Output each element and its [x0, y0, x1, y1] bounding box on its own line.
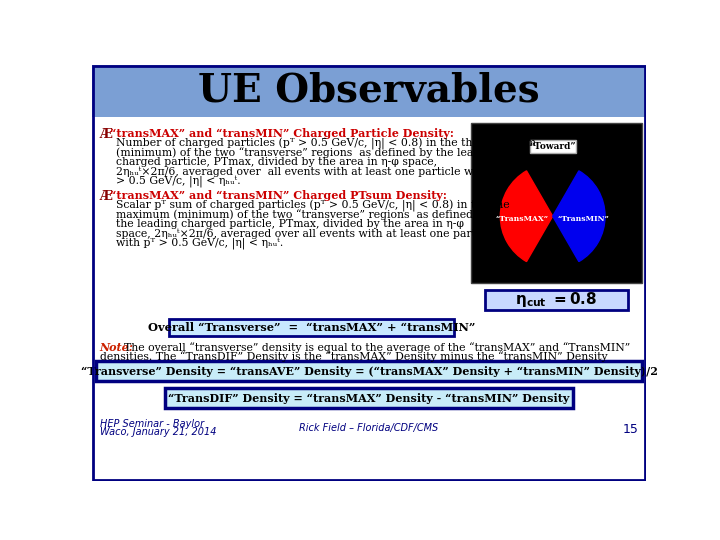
Wedge shape: [553, 171, 605, 261]
Bar: [96, 361, 642, 381]
Text: “transMAX” and “transMIN” Charged Particle Density:: “transMAX” and “transMIN” Charged Partic…: [109, 128, 454, 139]
Bar: [165, 388, 573, 408]
Text: $\mathbf{\eta_{cut}}$ $\mathbf{= 0.8}$: $\mathbf{\eta_{cut}}$ $\mathbf{= 0.8}$: [516, 290, 597, 309]
Text: “TransMAX”: “TransMAX”: [495, 215, 549, 224]
Text: “TransMIN”: “TransMIN”: [557, 215, 609, 224]
Text: Number of charged particles (pᵀ > 0.5 GeV/c, |η| < 0.8) in the the maximum: Number of charged particles (pᵀ > 0.5 Ge…: [117, 138, 536, 150]
Text: with pᵀ > 0.5 GeV/c, |η| < ηₕᵤᵗ.: with pᵀ > 0.5 GeV/c, |η| < ηₕᵤᵗ.: [117, 239, 284, 251]
Text: densities. The “TransDIF” Density is the “transMAX” Density minus the “transMIN”: densities. The “TransDIF” Density is the…: [99, 351, 607, 362]
Text: 15: 15: [623, 423, 639, 436]
Text: > 0.5 GeV/c, |η| < ηₕᵤᵗ.: > 0.5 GeV/c, |η| < ηₕᵤᵗ.: [117, 176, 241, 188]
Text: Æ: Æ: [99, 190, 112, 203]
Text: the leading charged particle, PTmax, divided by the area in η-φ: the leading charged particle, PTmax, div…: [117, 219, 464, 229]
Text: The overall “transverse” density is equal to the average of the “transMAX” and “: The overall “transverse” density is equa…: [124, 342, 631, 353]
Text: “Transverse” Density = “transAVE” Density = (“transMAX” Density + “transMIN” Den: “Transverse” Density = “transAVE” Densit…: [81, 366, 657, 377]
Text: Scalar pᵀ sum of charged particles (pᵀ > 0.5 GeV/c, |η| < 0.8) in the the: Scalar pᵀ sum of charged particles (pᵀ >…: [117, 200, 510, 212]
Text: “Toward”: “Toward”: [529, 142, 576, 151]
Bar: [485, 289, 628, 309]
Bar: [530, 140, 576, 153]
Text: (minimum) of the two “transverse” regions  as defined by the leading: (minimum) of the two “transverse” region…: [117, 147, 498, 158]
Text: Æ: Æ: [99, 128, 112, 141]
Text: maximum (minimum) of the two “transverse” regions  as defined by: maximum (minimum) of the two “transverse…: [117, 210, 490, 220]
Bar: [471, 123, 642, 284]
Text: “transMAX” and “transMIN” Charged PTsum Density:: “transMAX” and “transMIN” Charged PTsum …: [109, 190, 446, 201]
Text: Rick Field – Florida/CDF/CMS: Rick Field – Florida/CDF/CMS: [300, 423, 438, 433]
Bar: [168, 319, 454, 336]
Bar: [92, 65, 647, 117]
Text: space, 2ηₕᵤᵗ×2π/6, averaged over all events with at least one particle: space, 2ηₕᵤᵗ×2π/6, averaged over all eve…: [117, 229, 495, 239]
Wedge shape: [500, 171, 553, 261]
Text: UE Observables: UE Observables: [198, 72, 540, 110]
Text: charged particle, PTmax, divided by the area in η-φ space,: charged particle, PTmax, divided by the …: [117, 157, 438, 167]
Text: “TransDIF” Density = “transMAX” Density - “transMIN” Density: “TransDIF” Density = “transMAX” Density …: [168, 393, 570, 404]
Text: 2ηₕᵤᵗ×2π/6, averaged over  all events with at least one particle with pᵀ: 2ηₕᵤᵗ×2π/6, averaged over all events wit…: [117, 166, 503, 177]
Text: HEP Seminar - Baylor: HEP Seminar - Baylor: [99, 419, 204, 429]
Text: Overall “Transverse”  =  “transMAX” + “transMIN”: Overall “Transverse” = “transMAX” + “tra…: [148, 322, 475, 333]
Text: Note:: Note:: [99, 342, 133, 353]
Text: Waco, January 21, 2014: Waco, January 21, 2014: [99, 428, 216, 437]
